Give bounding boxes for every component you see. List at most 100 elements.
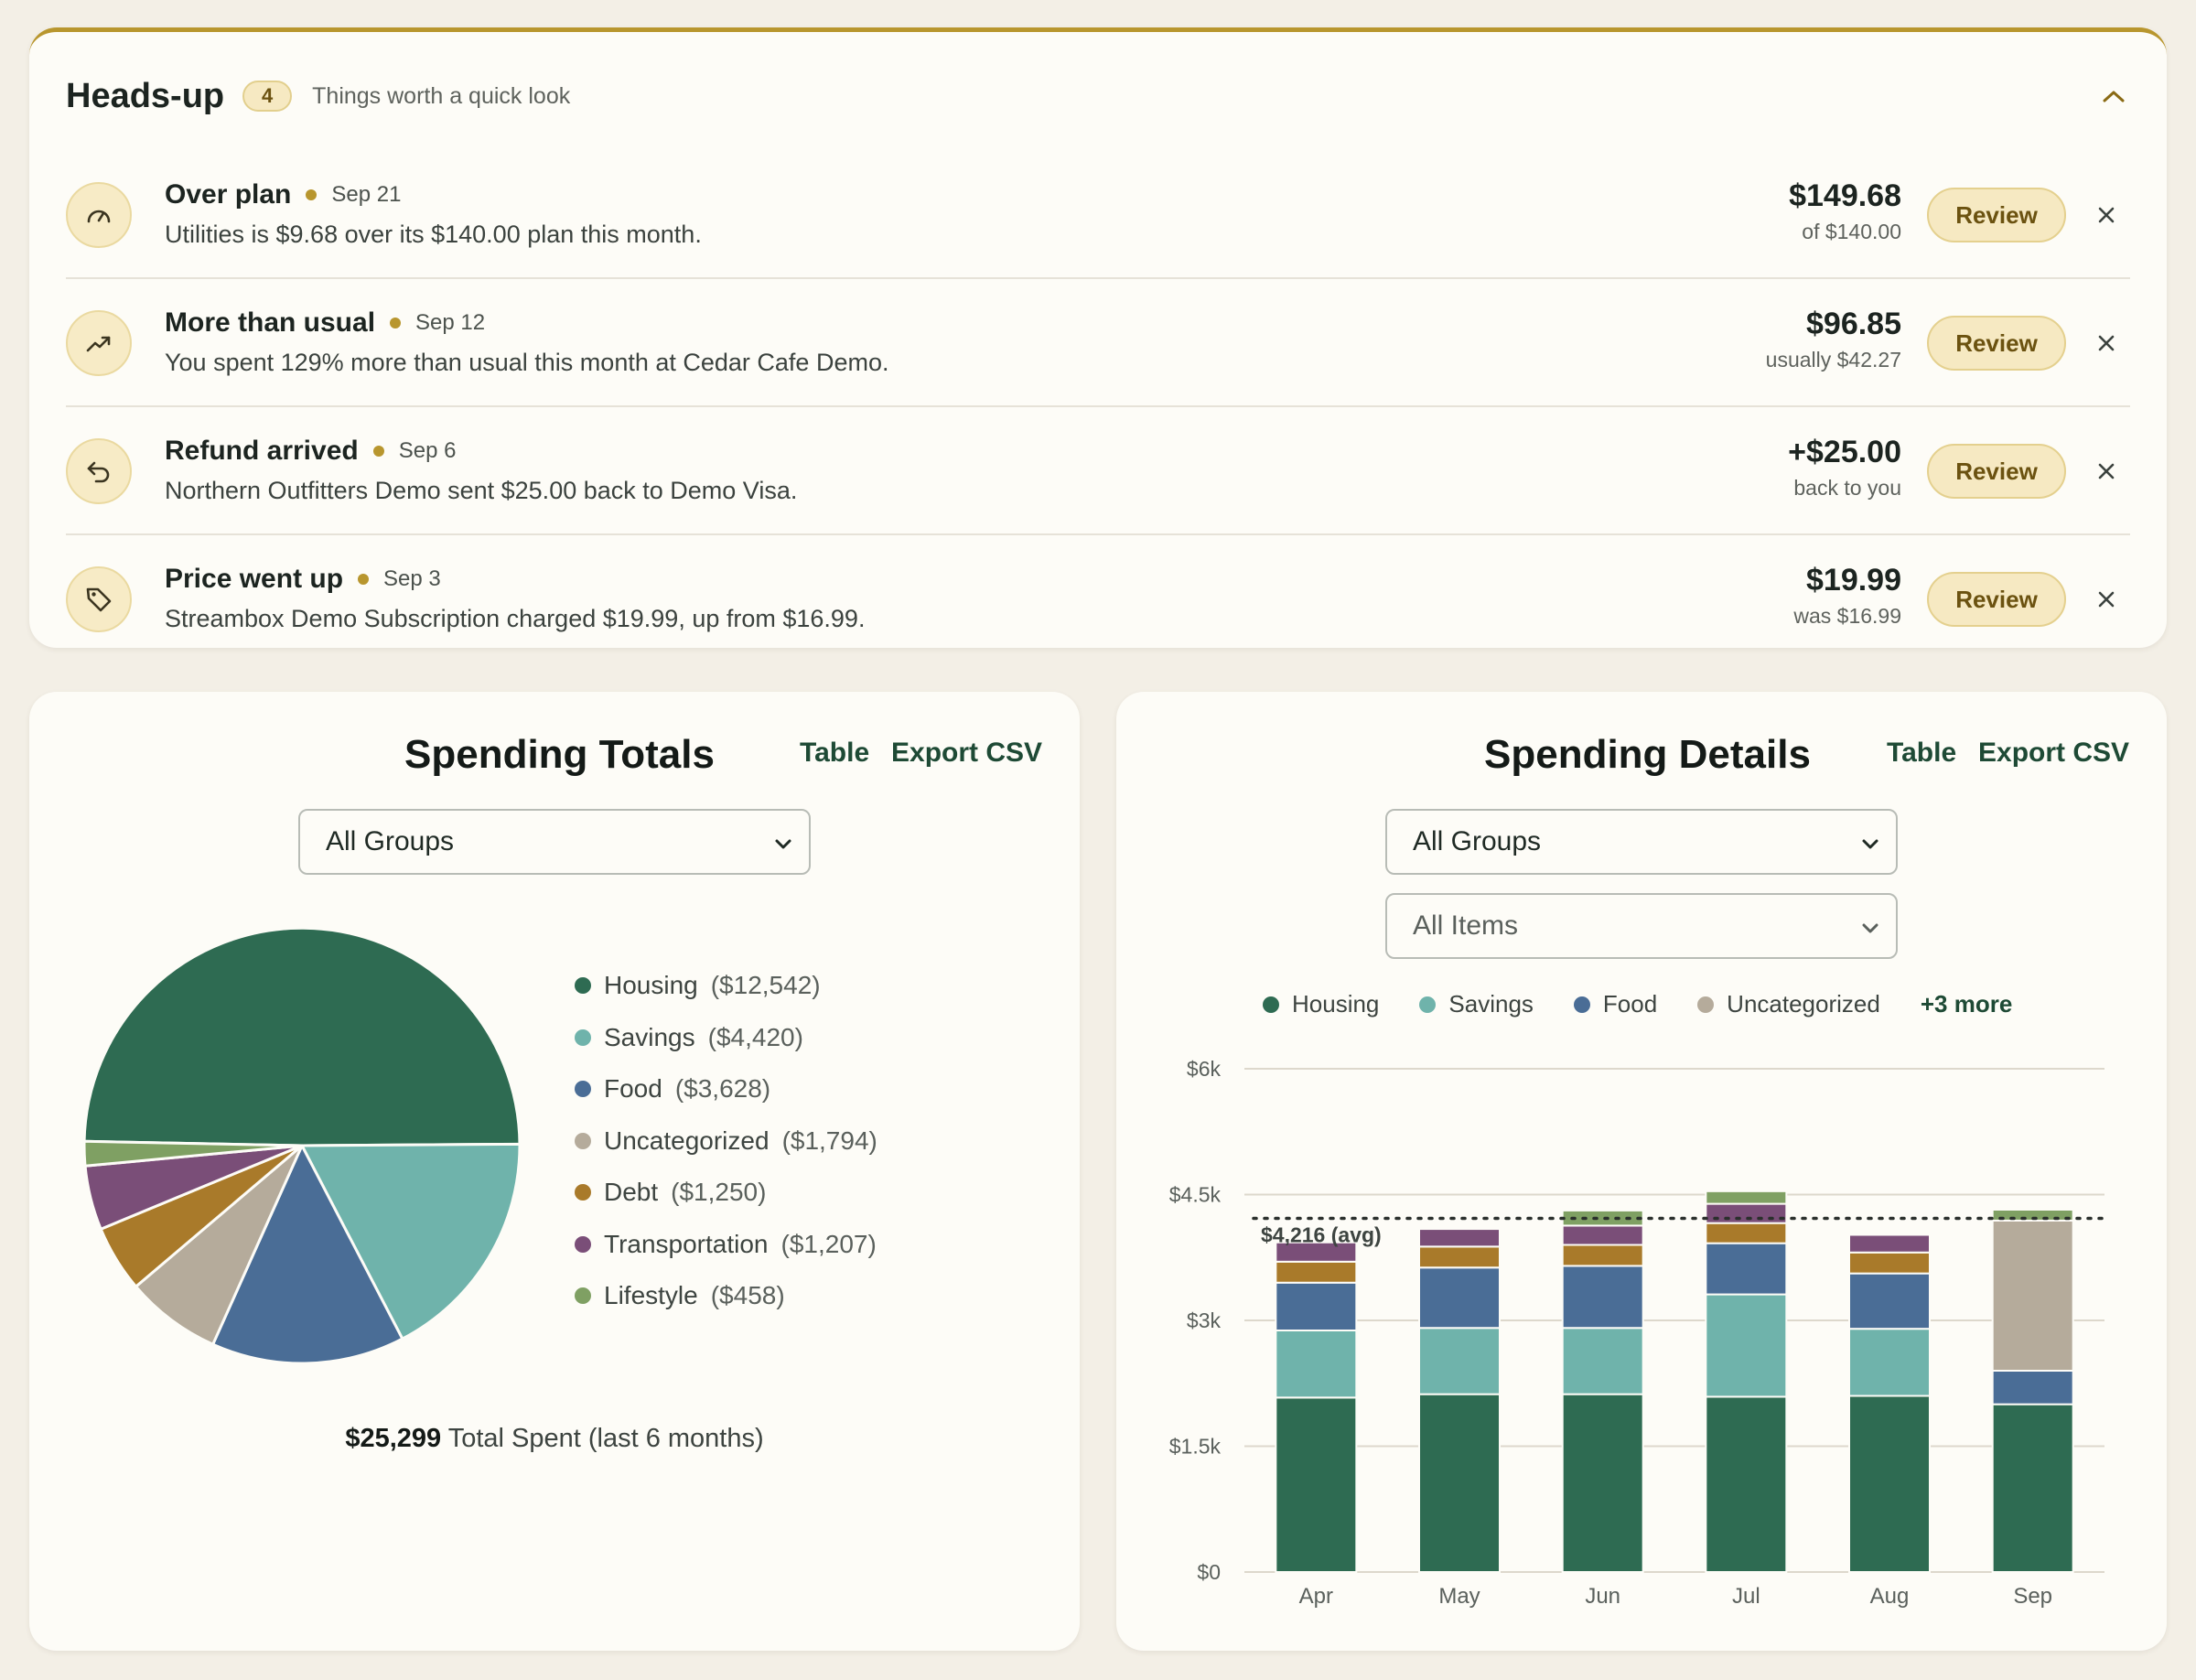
- review-button[interactable]: Review: [1927, 316, 2066, 371]
- dismiss-close-icon[interactable]: [2090, 455, 2123, 488]
- collapse-chevron-icon[interactable]: [2095, 78, 2132, 114]
- bar-segment-lifestyle-jul[interactable]: [1705, 1190, 1788, 1205]
- y-tick-label: $6k: [1187, 1057, 1222, 1081]
- export-csv-link[interactable]: Export CSV: [1978, 738, 2130, 768]
- y-tick-label: $3k: [1187, 1308, 1222, 1332]
- legend-item-uncategorized[interactable]: Uncategorized: [1697, 990, 1880, 1018]
- legend-swatch: [1697, 996, 1715, 1013]
- legend-value: ($1,250): [671, 1178, 767, 1206]
- spending-pie-chart: [82, 926, 522, 1365]
- pie-slice-savings[interactable]: [300, 1142, 522, 1341]
- legend-value: ($1,207): [780, 1229, 877, 1258]
- bar-segment-savings-jul[interactable]: [1705, 1293, 1788, 1398]
- heads-up-item-amount: $19.99: [1806, 563, 1901, 598]
- dismiss-close-icon[interactable]: [2090, 199, 2123, 232]
- bar-segment-debt-aug[interactable]: [1848, 1251, 1931, 1275]
- pie-slice-uncategorized[interactable]: [135, 1144, 304, 1346]
- legend-swatch: [575, 977, 591, 994]
- legend-label: Uncategorized: [604, 1125, 770, 1155]
- legend-label: Uncategorized: [1727, 990, 1880, 1018]
- legend-label: Food: [604, 1074, 662, 1103]
- heads-up-item-amount-block: $149.68 of $140.00: [1789, 178, 1901, 244]
- x-tick-label: Sep: [2013, 1584, 2052, 1609]
- bar-segment-food-may[interactable]: [1418, 1266, 1501, 1330]
- bar-segment-transportation-apr[interactable]: [1275, 1241, 1358, 1263]
- legend-value: ($4,420): [707, 1022, 803, 1051]
- legend-item-savings[interactable]: Savings ($4,420): [575, 1020, 877, 1055]
- bar-segment-transportation-jul[interactable]: [1705, 1202, 1788, 1224]
- legend-item-savings[interactable]: Savings: [1419, 990, 1534, 1018]
- pie-slice-food[interactable]: [211, 1144, 404, 1365]
- legend-item-lifestyle[interactable]: Lifestyle ($458): [575, 1278, 877, 1313]
- legend-item-housing[interactable]: Housing: [1263, 990, 1379, 1018]
- bar-segment-housing-aug[interactable]: [1848, 1395, 1931, 1573]
- export-csv-link[interactable]: Export CSV: [891, 738, 1043, 768]
- bar-segment-housing-may[interactable]: [1418, 1393, 1501, 1573]
- bar-segment-debt-apr[interactable]: [1275, 1260, 1358, 1284]
- heads-up-item: Price went up Sep 3 Streambox Demo Subsc…: [66, 535, 2130, 662]
- bar-segment-housing-jul[interactable]: [1705, 1395, 1788, 1573]
- dismiss-close-icon[interactable]: [2090, 583, 2123, 616]
- legend-item-food[interactable]: Food: [1573, 990, 1657, 1018]
- legend-value: ($458): [710, 1281, 785, 1309]
- legend-swatch: [575, 1028, 591, 1046]
- bar-segment-debt-may[interactable]: [1418, 1245, 1501, 1269]
- review-button[interactable]: Review: [1927, 444, 2066, 499]
- heads-up-item-amount-block: $19.99 was $16.99: [1793, 563, 1901, 629]
- bar-segment-uncategorized-sep[interactable]: [1991, 1219, 2074, 1372]
- bar-segment-housing-jun[interactable]: [1561, 1393, 1644, 1573]
- heads-up-item-date: Sep 6: [398, 438, 457, 463]
- heads-up-item-date: Sep 21: [331, 182, 402, 207]
- legend-item-debt[interactable]: Debt ($1,250): [575, 1175, 877, 1210]
- heads-up-item-title: Refund arrived: [165, 436, 359, 466]
- bar-segment-savings-aug[interactable]: [1848, 1328, 1931, 1397]
- review-button[interactable]: Review: [1927, 572, 2066, 627]
- heads-up-item-date: Sep 12: [415, 310, 486, 335]
- bar-segment-savings-jun[interactable]: [1561, 1327, 1644, 1395]
- item-select[interactable]: All Items: [1385, 893, 1898, 959]
- bar-segment-food-sep[interactable]: [1991, 1370, 2074, 1405]
- legend-value: ($1,794): [781, 1125, 877, 1155]
- legend-item-food[interactable]: Food ($3,628): [575, 1072, 877, 1106]
- review-button[interactable]: Review: [1927, 188, 2066, 242]
- bar-segment-debt-jun[interactable]: [1561, 1244, 1644, 1267]
- total-spent-line: $25,299 Total Spent (last 6 months): [29, 1424, 1080, 1454]
- legend-item-transportation[interactable]: Transportation ($1,207): [575, 1227, 877, 1262]
- dismiss-close-icon[interactable]: [2090, 327, 2123, 360]
- bar-segment-food-apr[interactable]: [1275, 1281, 1358, 1331]
- legend-item-housing[interactable]: Housing ($12,542): [575, 968, 877, 1003]
- legend-more-link[interactable]: +3 more: [1920, 990, 2013, 1018]
- bar-segment-food-jul[interactable]: [1705, 1242, 1788, 1296]
- x-tick-label: Apr: [1299, 1584, 1333, 1609]
- heads-up-item-amount-note: of $140.00: [1802, 220, 1901, 243]
- heads-up-item: Refund arrived Sep 6 Northern Outfitters…: [66, 407, 2130, 535]
- total-spent-label: Total Spent (last 6 months): [447, 1424, 764, 1453]
- bar-segment-food-aug[interactable]: [1848, 1272, 1931, 1330]
- legend-label: Transportation: [604, 1229, 769, 1258]
- pie-slice-housing[interactable]: [82, 926, 522, 1147]
- bar-segment-food-jun[interactable]: [1561, 1265, 1644, 1330]
- bar-segment-housing-apr[interactable]: [1275, 1396, 1358, 1574]
- spending-totals-card: Spending Totals Table Export CSV All Gro…: [29, 692, 1080, 1651]
- bar-segment-lifestyle-sep[interactable]: [1991, 1209, 2074, 1222]
- legend-label: Savings: [604, 1022, 695, 1051]
- group-select[interactable]: All Groups: [1385, 809, 1898, 875]
- bar-segment-savings-apr[interactable]: [1275, 1330, 1358, 1399]
- pie-slice-lifestyle[interactable]: [82, 1139, 304, 1168]
- separator-dot: [358, 574, 370, 585]
- legend-item-uncategorized[interactable]: Uncategorized ($1,794): [575, 1124, 877, 1158]
- y-tick-label: $4.5k: [1169, 1183, 1222, 1207]
- bar-segment-housing-sep[interactable]: [1991, 1403, 2074, 1573]
- table-view-link[interactable]: Table: [1887, 738, 1957, 768]
- spending-details-card: Spending Details Table Export CSV All Gr…: [1116, 692, 2167, 1651]
- bar-segment-savings-may[interactable]: [1418, 1327, 1501, 1395]
- bar-segment-transportation-aug[interactable]: [1848, 1233, 1931, 1254]
- legend-label: Lifestyle: [604, 1281, 698, 1309]
- bar-segment-debt-jul[interactable]: [1705, 1222, 1788, 1244]
- group-select[interactable]: All Groups: [298, 809, 811, 875]
- table-view-link[interactable]: Table: [800, 738, 870, 768]
- bar-segment-transportation-may[interactable]: [1418, 1228, 1501, 1248]
- legend-swatch: [575, 1184, 591, 1201]
- bar-segment-transportation-jun[interactable]: [1561, 1224, 1644, 1246]
- heads-up-item-amount: +$25.00: [1788, 435, 1901, 469]
